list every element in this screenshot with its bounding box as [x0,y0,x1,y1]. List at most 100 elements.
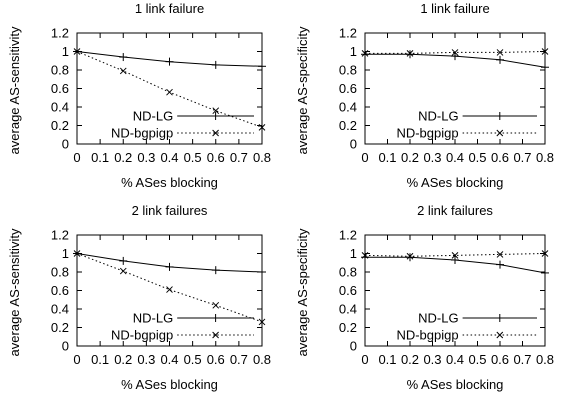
data-point-nd-bgpigp [451,49,459,56]
chart-title: 2 link failures [132,203,208,218]
legend-label: ND-bgpigp [396,126,458,141]
y-tick-label: 0.2 [51,118,69,133]
legend-marker [496,129,504,137]
data-point-nd-bgpigp [361,49,369,57]
y-tick-label: 0.8 [51,63,69,78]
x-tick-label: 0.8 [253,150,271,165]
y-tick-label: 0.8 [339,63,357,78]
legend-label: ND-LG [133,311,173,326]
y-axis-label: average AS-specificity [295,26,310,154]
x-tick-label: 0.6 [491,150,509,165]
x-tick-label: 0.2 [401,352,419,367]
chart-panel-1: 1 link failure 0 0.2 0.4 0.6 0.8 1 1.2 0 0.1 0.2 0.… [7,1,271,190]
y-axis-label: average AS-sensitivity [7,228,22,356]
data-point-nd-bgpigp [73,250,81,257]
data-point-nd-bgpigp [541,48,549,55]
x-tick-label: 0.3 [137,352,155,367]
y-tick-label: 0.2 [51,320,69,335]
data-point-nd-bgpigp [451,251,459,259]
y-tick-label: 0.6 [339,283,357,298]
x-tick-label: 0.8 [253,352,271,367]
y-axis-label: average AS-sensitivity [7,26,22,154]
x-tick-label: 0.6 [207,352,225,367]
x-tick-label: 0.1 [378,150,396,165]
x-tick-label: 0.7 [513,352,531,367]
legend-label: ND-LG [133,109,173,124]
chart-title: 1 link failure [135,1,204,16]
data-point-nd-bgpigp [166,88,173,96]
y-tick-label: 0 [350,339,357,354]
data-point-nd-bgpigp [258,123,266,131]
chart-panel-2: 1 link failure 0 0.2 0.4 0.6 0.8 1 1.2 0 0.1 0.2 0.… [295,1,554,190]
x-tick-label: 0.2 [114,352,132,367]
y-tick-label: 0 [62,339,69,354]
x-tick-label: 0.3 [423,150,441,165]
chart-panel-4: 2 link failures 0 0.2 0.4 0.6 0.8 1 1.2 0 0.1 0.2 0… [295,203,554,392]
x-tick-label: 0 [73,352,80,367]
x-tick-label: 0.3 [423,352,441,367]
y-tick-label: 0.8 [51,265,69,280]
y-tick-label: 1.2 [51,26,69,41]
x-tick-label: 0 [361,150,368,165]
y-tick-label: 1 [350,44,357,59]
x-tick-label: 0.5 [468,352,486,367]
legend-label: ND-bgpigp [111,328,173,343]
x-tick-label: 0.4 [446,352,464,367]
legend-label: ND-LG [418,109,458,124]
legend-marker [496,331,504,339]
data-point-nd-bgpigp [119,267,127,275]
chart-title: 2 link failures [417,203,493,218]
x-tick-label: 0.5 [468,150,486,165]
data-point-nd-bgpigp [496,251,504,258]
legend-marker [212,129,219,137]
data-point-nd-bgpigp [73,48,81,55]
x-tick-label: 0.5 [184,150,202,165]
x-tick-label: 0 [73,150,80,165]
data-point-nd-bgpigp [541,250,549,257]
data-point-nd-bgpigp [166,286,173,293]
x-tick-label: 0.6 [207,150,225,165]
x-tick-label: 0.4 [446,150,464,165]
x-tick-label: 0.2 [114,150,132,165]
x-tick-label: 0.8 [536,352,554,367]
x-tick-label: 0.7 [513,150,531,165]
y-tick-label: 1 [350,246,357,261]
data-point-nd-bgpigp [119,67,127,75]
x-tick-label: 0.8 [536,150,554,165]
data-point-nd-bgpigp [406,49,414,57]
y-tick-label: 0 [62,137,69,152]
chart-panel-3: 2 link failures 0 0.2 0.4 0.6 0.8 1 1.2 0 0.1 0.2 0… [7,203,271,392]
y-tick-label: 0.4 [339,100,357,115]
x-tick-label: 0.6 [491,352,509,367]
data-point-nd-bgpigp [361,251,369,259]
x-axis-label: % ASes blocking [407,175,504,190]
y-tick-label: 0.4 [51,100,69,115]
y-tick-label: 0.6 [339,81,357,96]
x-tick-label: 0.5 [184,352,202,367]
y-tick-label: 0 [350,137,357,152]
y-tick-label: 0.4 [339,302,357,317]
chart-title: 1 link failure [420,1,489,16]
y-tick-label: 1 [62,44,69,59]
y-tick-label: 0.8 [339,265,357,280]
legend-label: ND-bgpigp [396,328,458,343]
x-axis-label: % ASes blocking [407,377,504,392]
data-point-nd-bgpigp [258,318,266,326]
data-point-nd-bgpigp [212,301,220,309]
x-tick-label: 0.7 [230,352,248,367]
x-axis-label: % ASes blocking [121,175,218,190]
y-tick-label: 1.2 [339,228,357,243]
x-tick-label: 0.1 [378,352,396,367]
x-tick-label: 0 [361,352,368,367]
x-tick-label: 0.1 [91,352,109,367]
y-tick-label: 0.4 [51,302,69,317]
data-point-nd-bgpigp [212,107,220,115]
data-point-nd-bgpigp [406,252,414,260]
y-tick-label: 0.6 [51,81,69,96]
legend-marker [212,331,219,339]
y-tick-label: 0.2 [339,320,357,335]
y-tick-label: 0.2 [339,118,357,133]
y-tick-label: 1.2 [339,26,357,41]
y-tick-label: 1 [62,246,69,261]
x-tick-label: 0.4 [160,352,178,367]
